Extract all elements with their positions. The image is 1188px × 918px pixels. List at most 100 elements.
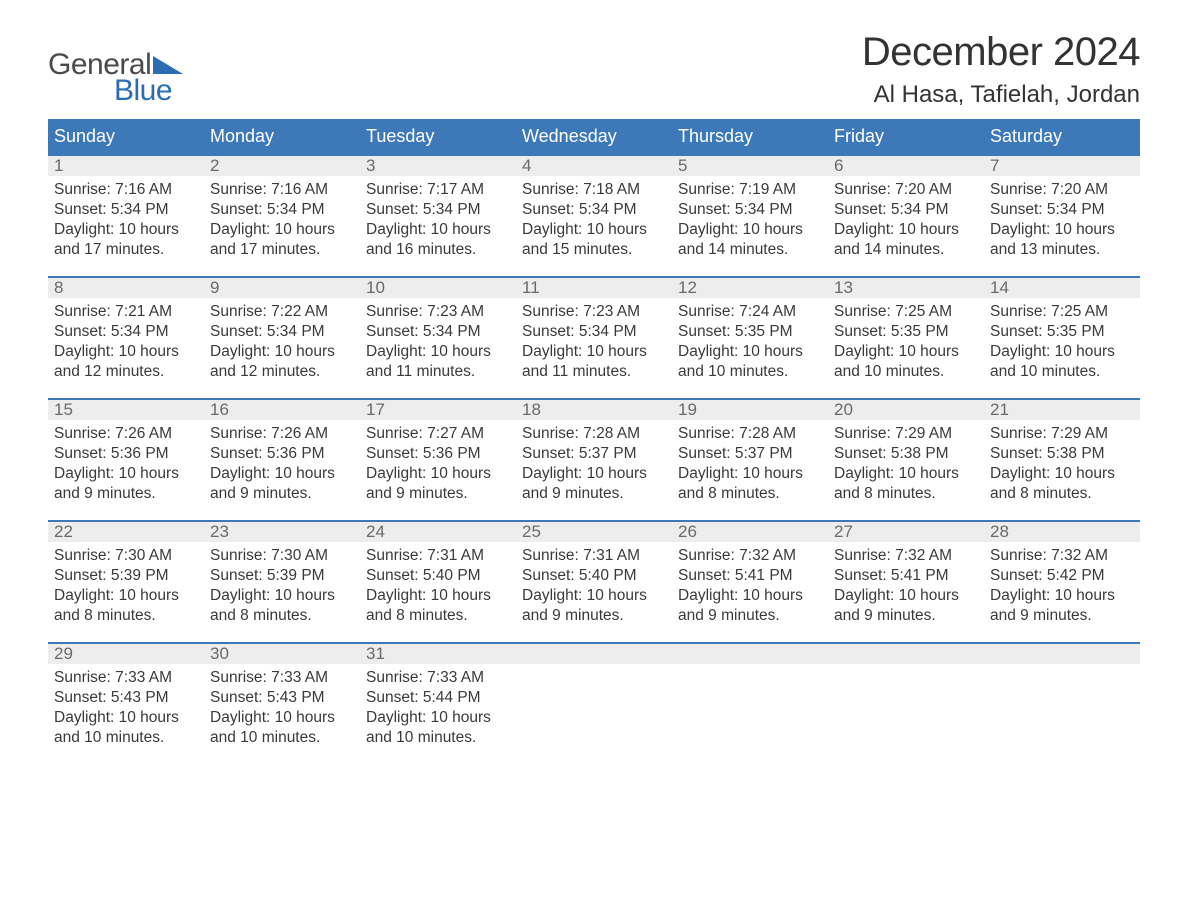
day-cell: 2Sunrise: 7:16 AMSunset: 5:34 PMDaylight… xyxy=(204,154,360,276)
day-cell: 28Sunrise: 7:32 AMSunset: 5:42 PMDayligh… xyxy=(984,520,1140,642)
day-content: Sunrise: 7:21 AMSunset: 5:34 PMDaylight:… xyxy=(48,298,204,391)
day-number: 28 xyxy=(984,520,1140,542)
weekday-header: Monday xyxy=(204,119,360,154)
sunset-line: Sunset: 5:37 PM xyxy=(522,444,666,464)
calendar: SundayMondayTuesdayWednesdayThursdayFrid… xyxy=(48,119,1140,764)
day-cell: 29Sunrise: 7:33 AMSunset: 5:43 PMDayligh… xyxy=(48,642,204,764)
sunrise-line: Sunrise: 7:29 AM xyxy=(990,424,1134,444)
sunset-line: Sunset: 5:34 PM xyxy=(54,200,198,220)
sunrise-line: Sunrise: 7:16 AM xyxy=(54,180,198,200)
sunset-line: Sunset: 5:39 PM xyxy=(210,566,354,586)
sunrise-line: Sunrise: 7:18 AM xyxy=(522,180,666,200)
day-content: Sunrise: 7:28 AMSunset: 5:37 PMDaylight:… xyxy=(672,420,828,513)
week-row: 29Sunrise: 7:33 AMSunset: 5:43 PMDayligh… xyxy=(48,642,1140,764)
day-content: Sunrise: 7:24 AMSunset: 5:35 PMDaylight:… xyxy=(672,298,828,391)
day-content: Sunrise: 7:17 AMSunset: 5:34 PMDaylight:… xyxy=(360,176,516,269)
day-number: 6 xyxy=(828,154,984,176)
weekday-header: Saturday xyxy=(984,119,1140,154)
day-cell: 31Sunrise: 7:33 AMSunset: 5:44 PMDayligh… xyxy=(360,642,516,764)
day-content: Sunrise: 7:29 AMSunset: 5:38 PMDaylight:… xyxy=(828,420,984,513)
day-number: 12 xyxy=(672,276,828,298)
sunset-line: Sunset: 5:34 PM xyxy=(522,322,666,342)
sunset-line: Sunset: 5:34 PM xyxy=(210,200,354,220)
sunrise-line: Sunrise: 7:20 AM xyxy=(990,180,1134,200)
day-content: Sunrise: 7:22 AMSunset: 5:34 PMDaylight:… xyxy=(204,298,360,391)
day-number: 2 xyxy=(204,154,360,176)
day-number: 20 xyxy=(828,398,984,420)
day-content: Sunrise: 7:31 AMSunset: 5:40 PMDaylight:… xyxy=(516,542,672,635)
daylight-line: Daylight: 10 hours and 8 minutes. xyxy=(54,586,198,626)
weekday-header: Thursday xyxy=(672,119,828,154)
day-content: Sunrise: 7:20 AMSunset: 5:34 PMDaylight:… xyxy=(828,176,984,269)
day-content: Sunrise: 7:33 AMSunset: 5:43 PMDaylight:… xyxy=(48,664,204,757)
day-number: 5 xyxy=(672,154,828,176)
day-cell: 3Sunrise: 7:17 AMSunset: 5:34 PMDaylight… xyxy=(360,154,516,276)
day-number: 24 xyxy=(360,520,516,542)
day-number: 1 xyxy=(48,154,204,176)
day-cell: 20Sunrise: 7:29 AMSunset: 5:38 PMDayligh… xyxy=(828,398,984,520)
weekday-header-row: SundayMondayTuesdayWednesdayThursdayFrid… xyxy=(48,119,1140,154)
day-cell xyxy=(984,642,1140,764)
sunrise-line: Sunrise: 7:31 AM xyxy=(522,546,666,566)
day-number: 9 xyxy=(204,276,360,298)
day-number: 26 xyxy=(672,520,828,542)
daylight-line: Daylight: 10 hours and 10 minutes. xyxy=(366,708,510,748)
day-cell: 26Sunrise: 7:32 AMSunset: 5:41 PMDayligh… xyxy=(672,520,828,642)
sunrise-line: Sunrise: 7:27 AM xyxy=(366,424,510,444)
day-cell: 10Sunrise: 7:23 AMSunset: 5:34 PMDayligh… xyxy=(360,276,516,398)
sunrise-line: Sunrise: 7:29 AM xyxy=(834,424,978,444)
week-row: 22Sunrise: 7:30 AMSunset: 5:39 PMDayligh… xyxy=(48,520,1140,642)
sunset-line: Sunset: 5:43 PM xyxy=(210,688,354,708)
day-cell: 4Sunrise: 7:18 AMSunset: 5:34 PMDaylight… xyxy=(516,154,672,276)
daylight-line: Daylight: 10 hours and 10 minutes. xyxy=(54,708,198,748)
day-content: Sunrise: 7:28 AMSunset: 5:37 PMDaylight:… xyxy=(516,420,672,513)
daylight-line: Daylight: 10 hours and 12 minutes. xyxy=(54,342,198,382)
day-cell xyxy=(828,642,984,764)
day-content: Sunrise: 7:30 AMSunset: 5:39 PMDaylight:… xyxy=(204,542,360,635)
day-number: 14 xyxy=(984,276,1140,298)
day-number: 4 xyxy=(516,154,672,176)
day-cell: 18Sunrise: 7:28 AMSunset: 5:37 PMDayligh… xyxy=(516,398,672,520)
day-content: Sunrise: 7:29 AMSunset: 5:38 PMDaylight:… xyxy=(984,420,1140,513)
week-row: 15Sunrise: 7:26 AMSunset: 5:36 PMDayligh… xyxy=(48,398,1140,520)
sunrise-line: Sunrise: 7:33 AM xyxy=(210,668,354,688)
day-content: Sunrise: 7:23 AMSunset: 5:34 PMDaylight:… xyxy=(516,298,672,391)
logo-word-2: Blue xyxy=(48,76,183,106)
day-cell: 15Sunrise: 7:26 AMSunset: 5:36 PMDayligh… xyxy=(48,398,204,520)
daylight-line: Daylight: 10 hours and 8 minutes. xyxy=(834,464,978,504)
day-number: 17 xyxy=(360,398,516,420)
daylight-line: Daylight: 10 hours and 10 minutes. xyxy=(678,342,822,382)
sunset-line: Sunset: 5:41 PM xyxy=(834,566,978,586)
day-cell: 9Sunrise: 7:22 AMSunset: 5:34 PMDaylight… xyxy=(204,276,360,398)
day-cell: 13Sunrise: 7:25 AMSunset: 5:35 PMDayligh… xyxy=(828,276,984,398)
weekday-header: Friday xyxy=(828,119,984,154)
daylight-line: Daylight: 10 hours and 8 minutes. xyxy=(678,464,822,504)
logo: General Blue xyxy=(48,30,183,106)
sunset-line: Sunset: 5:43 PM xyxy=(54,688,198,708)
sunset-line: Sunset: 5:38 PM xyxy=(834,444,978,464)
sunset-line: Sunset: 5:42 PM xyxy=(990,566,1134,586)
day-content: Sunrise: 7:19 AMSunset: 5:34 PMDaylight:… xyxy=(672,176,828,269)
sunrise-line: Sunrise: 7:31 AM xyxy=(366,546,510,566)
day-content: Sunrise: 7:33 AMSunset: 5:43 PMDaylight:… xyxy=(204,664,360,757)
day-cell xyxy=(516,642,672,764)
daylight-line: Daylight: 10 hours and 11 minutes. xyxy=(522,342,666,382)
day-number: 27 xyxy=(828,520,984,542)
day-number: 25 xyxy=(516,520,672,542)
title-block: December 2024 Al Hasa, Tafielah, Jordan xyxy=(862,30,1140,109)
weekday-header: Sunday xyxy=(48,119,204,154)
day-cell: 21Sunrise: 7:29 AMSunset: 5:38 PMDayligh… xyxy=(984,398,1140,520)
sunset-line: Sunset: 5:37 PM xyxy=(678,444,822,464)
sunrise-line: Sunrise: 7:28 AM xyxy=(522,424,666,444)
sunrise-line: Sunrise: 7:26 AM xyxy=(210,424,354,444)
sunset-line: Sunset: 5:44 PM xyxy=(366,688,510,708)
day-content: Sunrise: 7:32 AMSunset: 5:41 PMDaylight:… xyxy=(672,542,828,635)
week-row: 8Sunrise: 7:21 AMSunset: 5:34 PMDaylight… xyxy=(48,276,1140,398)
day-cell: 14Sunrise: 7:25 AMSunset: 5:35 PMDayligh… xyxy=(984,276,1140,398)
daylight-line: Daylight: 10 hours and 10 minutes. xyxy=(990,342,1134,382)
sunset-line: Sunset: 5:34 PM xyxy=(678,200,822,220)
day-number: 15 xyxy=(48,398,204,420)
sunset-line: Sunset: 5:35 PM xyxy=(678,322,822,342)
day-content: Sunrise: 7:32 AMSunset: 5:41 PMDaylight:… xyxy=(828,542,984,635)
sunset-line: Sunset: 5:41 PM xyxy=(678,566,822,586)
